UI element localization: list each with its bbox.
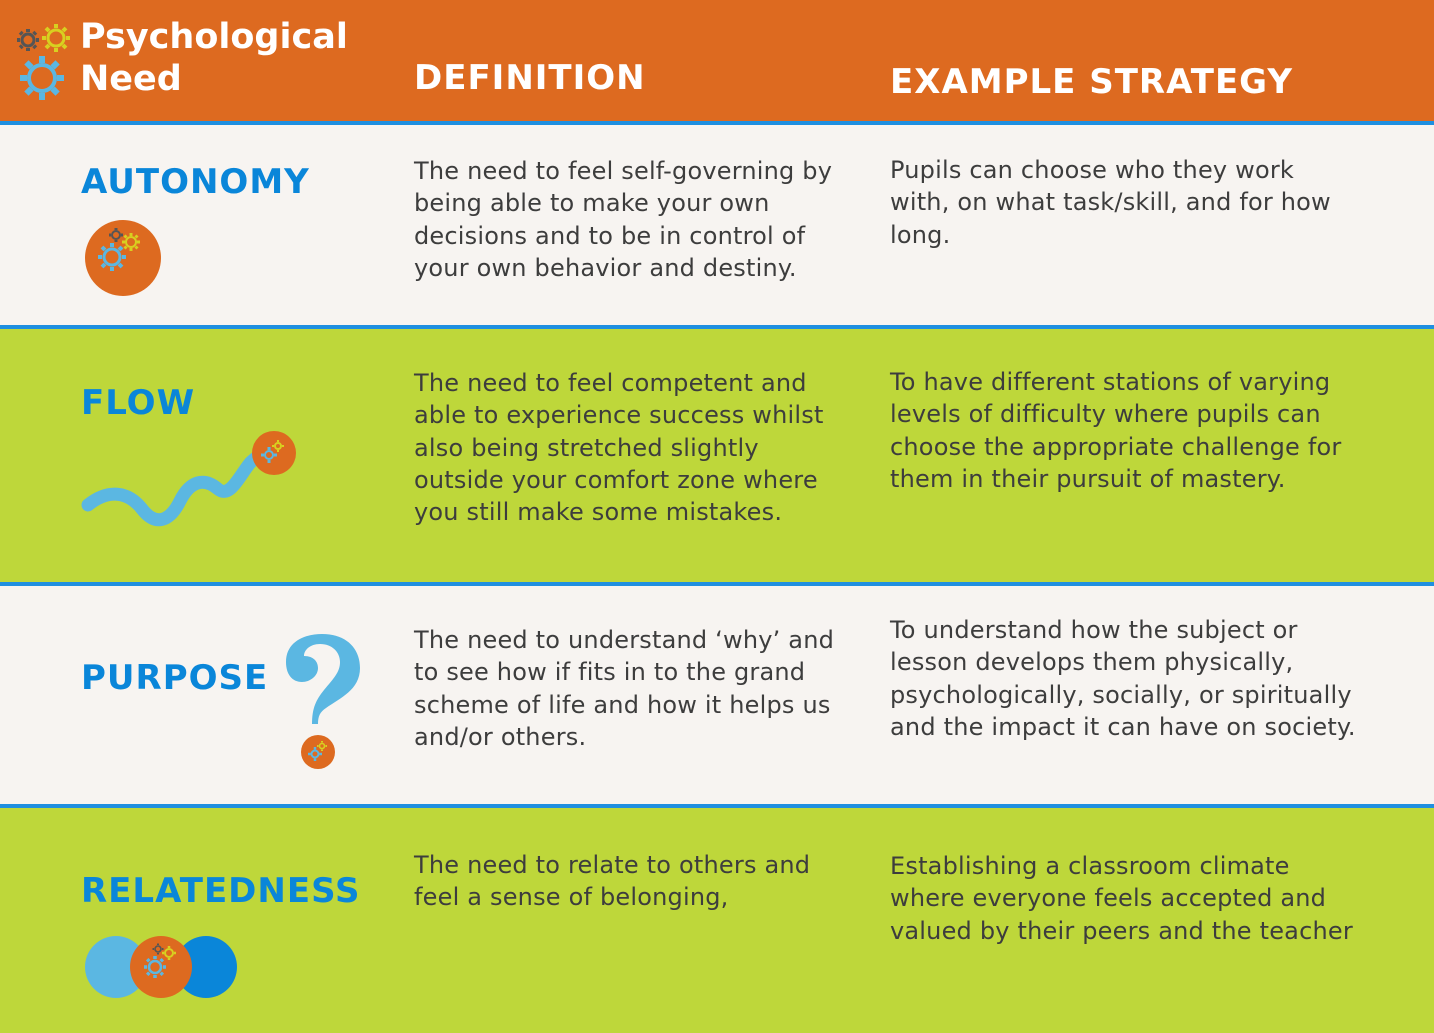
row-purpose: PURPOSE The need to understand ‘why’ and…: [0, 586, 1434, 804]
need-label-relatedness: RELATEDNESS: [81, 871, 361, 911]
row-flow: FLOW The need to feel competent and able…: [0, 329, 1434, 582]
row-relatedness: RELATEDNESS The need to relate to others…: [0, 808, 1434, 1033]
example-strategy-heading: EXAMPLE STRATEGY: [890, 62, 1293, 102]
definition-purpose: The need to understand ‘why’ and to see …: [414, 626, 835, 751]
divider: [0, 325, 1434, 329]
row-autonomy: AUTONOMY The need to feel self-governing…: [0, 125, 1434, 325]
example-purpose: To understand how the subject or lesson …: [890, 616, 1356, 741]
gears-icon: [17, 24, 70, 100]
wavy-path-with-gear-icon: [81, 431, 296, 527]
divider: [0, 121, 1434, 125]
definition-relatedness: The need to relate to others and feel a …: [414, 851, 811, 912]
example-flow: To have different stations of varying le…: [890, 368, 1342, 493]
header-bar: Psychological Need DEFINITION EXAMPLE ST…: [0, 0, 1434, 121]
definition-heading: DEFINITION: [414, 58, 646, 98]
definition-flow: The need to feel competent and able to e…: [414, 369, 824, 527]
example-autonomy: Pupils can choose who they work with, on…: [890, 156, 1331, 249]
definition-autonomy: The need to feel self-governing by being…: [414, 157, 833, 282]
gears-in-orange-circle-icon: [85, 220, 161, 296]
need-label-autonomy: AUTONOMY: [81, 162, 310, 202]
overlapping-circles-gear-icon: [85, 936, 237, 998]
divider: [0, 804, 1434, 808]
need-label-purpose: PURPOSE: [81, 658, 269, 698]
need-label-flow: FLOW: [81, 383, 196, 423]
question-mark-gear-icon: [286, 634, 360, 769]
example-relatedness: Establishing a classroom climate where e…: [890, 852, 1353, 945]
divider: [0, 582, 1434, 586]
psychological-need-heading: Psychological Need: [80, 17, 348, 99]
